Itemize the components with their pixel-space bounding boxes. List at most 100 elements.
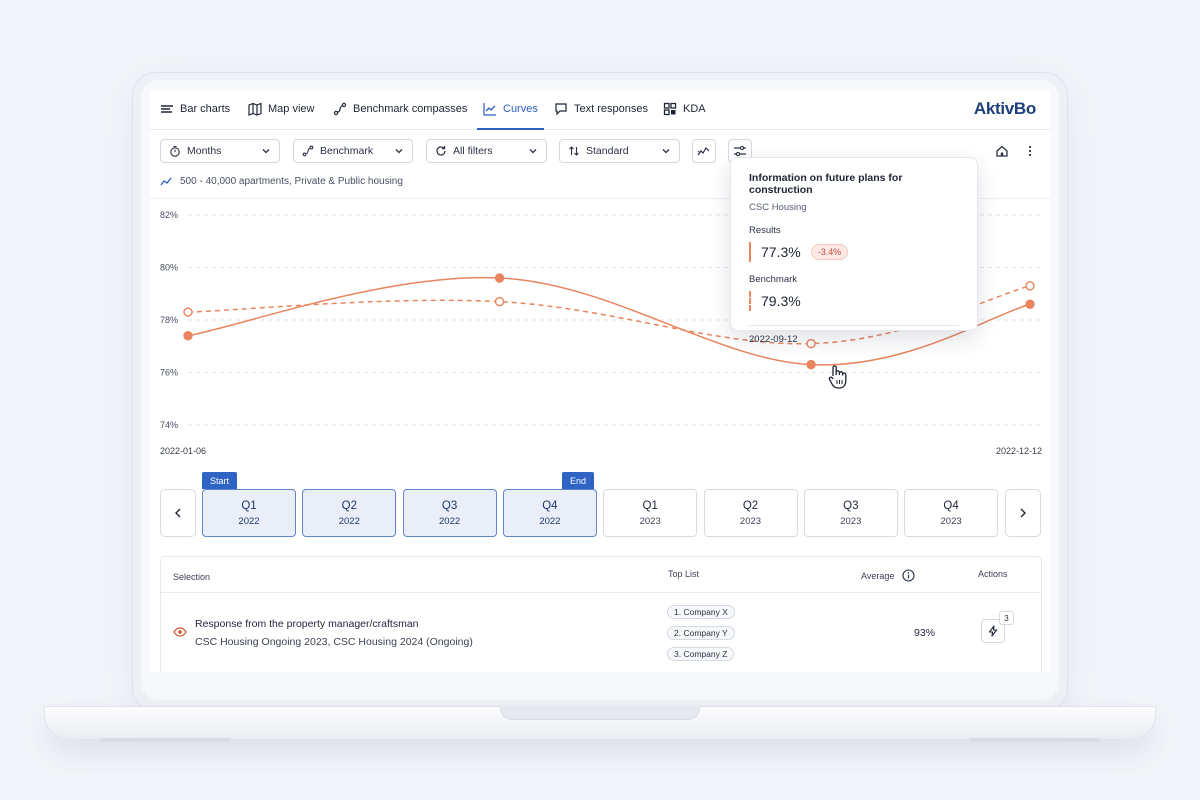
line-chart-icon (483, 103, 496, 116)
info-icon[interactable] (902, 569, 915, 582)
period-q2-2022[interactable]: Q2 2022 (302, 489, 397, 537)
tooltip-results-label: Results (749, 225, 781, 236)
header-average: Average (861, 569, 915, 582)
period-year: 2023 (639, 515, 661, 527)
data-point-dashed[interactable] (806, 338, 816, 349)
period-quarter: Q3 (843, 499, 859, 512)
compare-dropdown-value: Benchmark (320, 145, 374, 157)
data-point-dashed[interactable] (1025, 281, 1035, 291)
grid-icon (663, 102, 677, 116)
tab-label: Benchmark compasses (353, 103, 468, 115)
tooltip-date: 2022-09-12 (749, 334, 798, 345)
selection-table: Selection Top List Average Actions Respo… (160, 556, 1042, 672)
top-list-item: 2. Company Y (667, 626, 735, 640)
tab-benchmark-compasses[interactable]: Benchmark compasses (333, 90, 467, 128)
comment-icon (555, 103, 567, 116)
y-tick-label: 76% (160, 368, 178, 378)
tab-bar-charts[interactable]: Bar charts (160, 90, 230, 128)
period-q3-2022[interactable]: Q3 2022 (402, 489, 497, 537)
header-average-label: Average (861, 570, 895, 581)
period-year: 2022 (338, 515, 360, 527)
period-q2-2023[interactable]: Q2 2023 (703, 489, 798, 537)
filter-dropdown-value: All filters (453, 145, 493, 157)
compare-dropdown[interactable]: Benchmark (293, 139, 413, 163)
tooltip-divider (749, 325, 959, 326)
benchmark-legend-swatch (749, 291, 751, 311)
table-header-divider (161, 592, 1041, 593)
more-options-button[interactable] (1021, 142, 1039, 160)
data-point-dashed[interactable] (494, 296, 505, 307)
change-badge: -3.4% (810, 244, 849, 260)
period-next-button[interactable] (1005, 489, 1041, 537)
tab-label: Bar charts (180, 103, 231, 115)
trend-toggle-button[interactable] (692, 139, 716, 163)
y-tick-label: 74% (160, 420, 178, 430)
period-quarter: Q4 (943, 499, 959, 512)
tab-bar: Bar charts Map view Benchmark compasses … (150, 90, 1050, 130)
data-point-dashed[interactable] (183, 307, 193, 317)
period-dropdown[interactable]: Months (160, 139, 280, 163)
laptop-notch (500, 706, 700, 720)
refresh-icon (436, 146, 446, 156)
tab-label: Curves (503, 103, 538, 115)
header-actions: Actions (978, 569, 1008, 579)
app-screen: Bar charts Map view Benchmark compasses … (150, 90, 1050, 672)
period-year: 2023 (739, 515, 762, 527)
eye-icon[interactable] (173, 627, 187, 637)
brand-logo: AktivBo (973, 99, 1036, 118)
home-icon (996, 145, 1008, 157)
stopwatch-icon (170, 145, 180, 157)
tab-label: Map view (268, 103, 315, 115)
tooltip-benchmark-value: 79.3% (761, 293, 801, 309)
results-legend-swatch (749, 242, 751, 262)
end-flag: End (562, 472, 595, 489)
row-title: Response from the property manager/craft… (195, 618, 419, 630)
route-icon (333, 102, 347, 116)
map-icon (248, 102, 262, 116)
filter-summary-text: 500 - 40,000 apartments, Private & Publi… (180, 176, 403, 187)
chevron-right-icon (1020, 508, 1026, 518)
data-tooltip: Information on future plans for construc… (730, 157, 978, 345)
period-quarter: Q4 (542, 499, 558, 512)
data-point-solid[interactable] (1025, 299, 1035, 309)
period-dropdown-value: Months (187, 145, 222, 157)
filter-dropdown[interactable]: All filters (426, 139, 547, 163)
data-point-solid[interactable] (494, 273, 505, 283)
period-q3-2023[interactable]: Q3 2023 (803, 489, 898, 537)
data-point-solid[interactable] (183, 331, 193, 341)
hand-cursor-icon (828, 365, 847, 389)
period-q4-2023[interactable]: Q4 2023 (904, 489, 999, 537)
tab-text-responses[interactable]: Text responses (554, 90, 648, 128)
tooltip-results-value: 77.3% (761, 244, 801, 260)
chevron-left-icon (175, 508, 181, 518)
more-vertical-icon (1028, 145, 1032, 157)
y-tick-label: 80% (160, 263, 178, 273)
header-selection: Selection (173, 572, 211, 582)
period-q4-2022[interactable]: Q4 2022 (502, 489, 597, 537)
tooltip-subtitle: CSC Housing (749, 202, 807, 213)
period-quarter: Q2 (341, 499, 357, 512)
tooltip-benchmark-row: 79.3% (749, 291, 959, 311)
tab-kda[interactable]: KDA (663, 90, 706, 128)
data-point-solid[interactable] (806, 359, 816, 370)
chevron-down-icon (662, 149, 670, 154)
sort-dropdown[interactable]: Standard (559, 139, 680, 163)
tab-label: KDA (683, 103, 706, 115)
x-axis-end-label: 2022-12-12 (995, 446, 1042, 456)
period-quarter: Q1 (241, 499, 257, 512)
period-year: 2023 (940, 515, 962, 527)
laptop-foot (970, 738, 1100, 742)
period-year: 2022 (439, 515, 461, 527)
tooltip-results-row: 77.3% -3.4% (749, 242, 959, 262)
tab-curves[interactable]: Curves (477, 90, 544, 130)
period-prev-button[interactable] (160, 489, 196, 537)
x-axis-start-label: 2022-01-06 (160, 446, 207, 456)
sort-icon (569, 146, 579, 156)
period-quarter: Q1 (642, 499, 658, 512)
tab-map-view[interactable]: Map view (248, 90, 314, 128)
bar-chart-icon (161, 105, 173, 113)
row-subtitle: CSC Housing Ongoing 2023, CSC Housing 20… (195, 636, 473, 648)
home-button[interactable] (993, 142, 1011, 160)
period-q1-2022[interactable]: Q1 2022 (202, 489, 296, 537)
period-q1-2023[interactable]: Q1 2023 (603, 489, 698, 537)
